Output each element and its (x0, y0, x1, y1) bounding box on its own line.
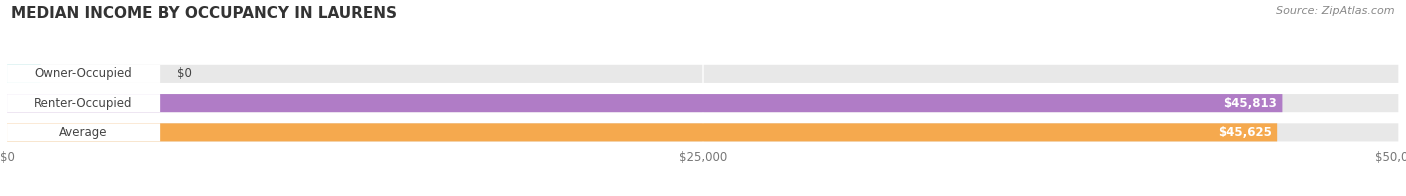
FancyBboxPatch shape (7, 94, 1399, 112)
FancyBboxPatch shape (7, 94, 1282, 112)
FancyBboxPatch shape (7, 123, 1399, 142)
FancyBboxPatch shape (7, 65, 160, 83)
Text: Average: Average (59, 126, 108, 139)
FancyBboxPatch shape (7, 123, 1277, 142)
Text: Source: ZipAtlas.com: Source: ZipAtlas.com (1277, 6, 1395, 16)
FancyBboxPatch shape (7, 65, 1399, 83)
Text: MEDIAN INCOME BY OCCUPANCY IN LAURENS: MEDIAN INCOME BY OCCUPANCY IN LAURENS (11, 6, 398, 21)
FancyBboxPatch shape (7, 65, 41, 83)
Text: $0: $0 (177, 67, 191, 80)
Text: Owner-Occupied: Owner-Occupied (35, 67, 132, 80)
Text: $45,625: $45,625 (1218, 126, 1271, 139)
Text: $45,813: $45,813 (1223, 97, 1277, 110)
Text: Renter-Occupied: Renter-Occupied (34, 97, 132, 110)
FancyBboxPatch shape (7, 123, 160, 142)
FancyBboxPatch shape (7, 94, 160, 112)
